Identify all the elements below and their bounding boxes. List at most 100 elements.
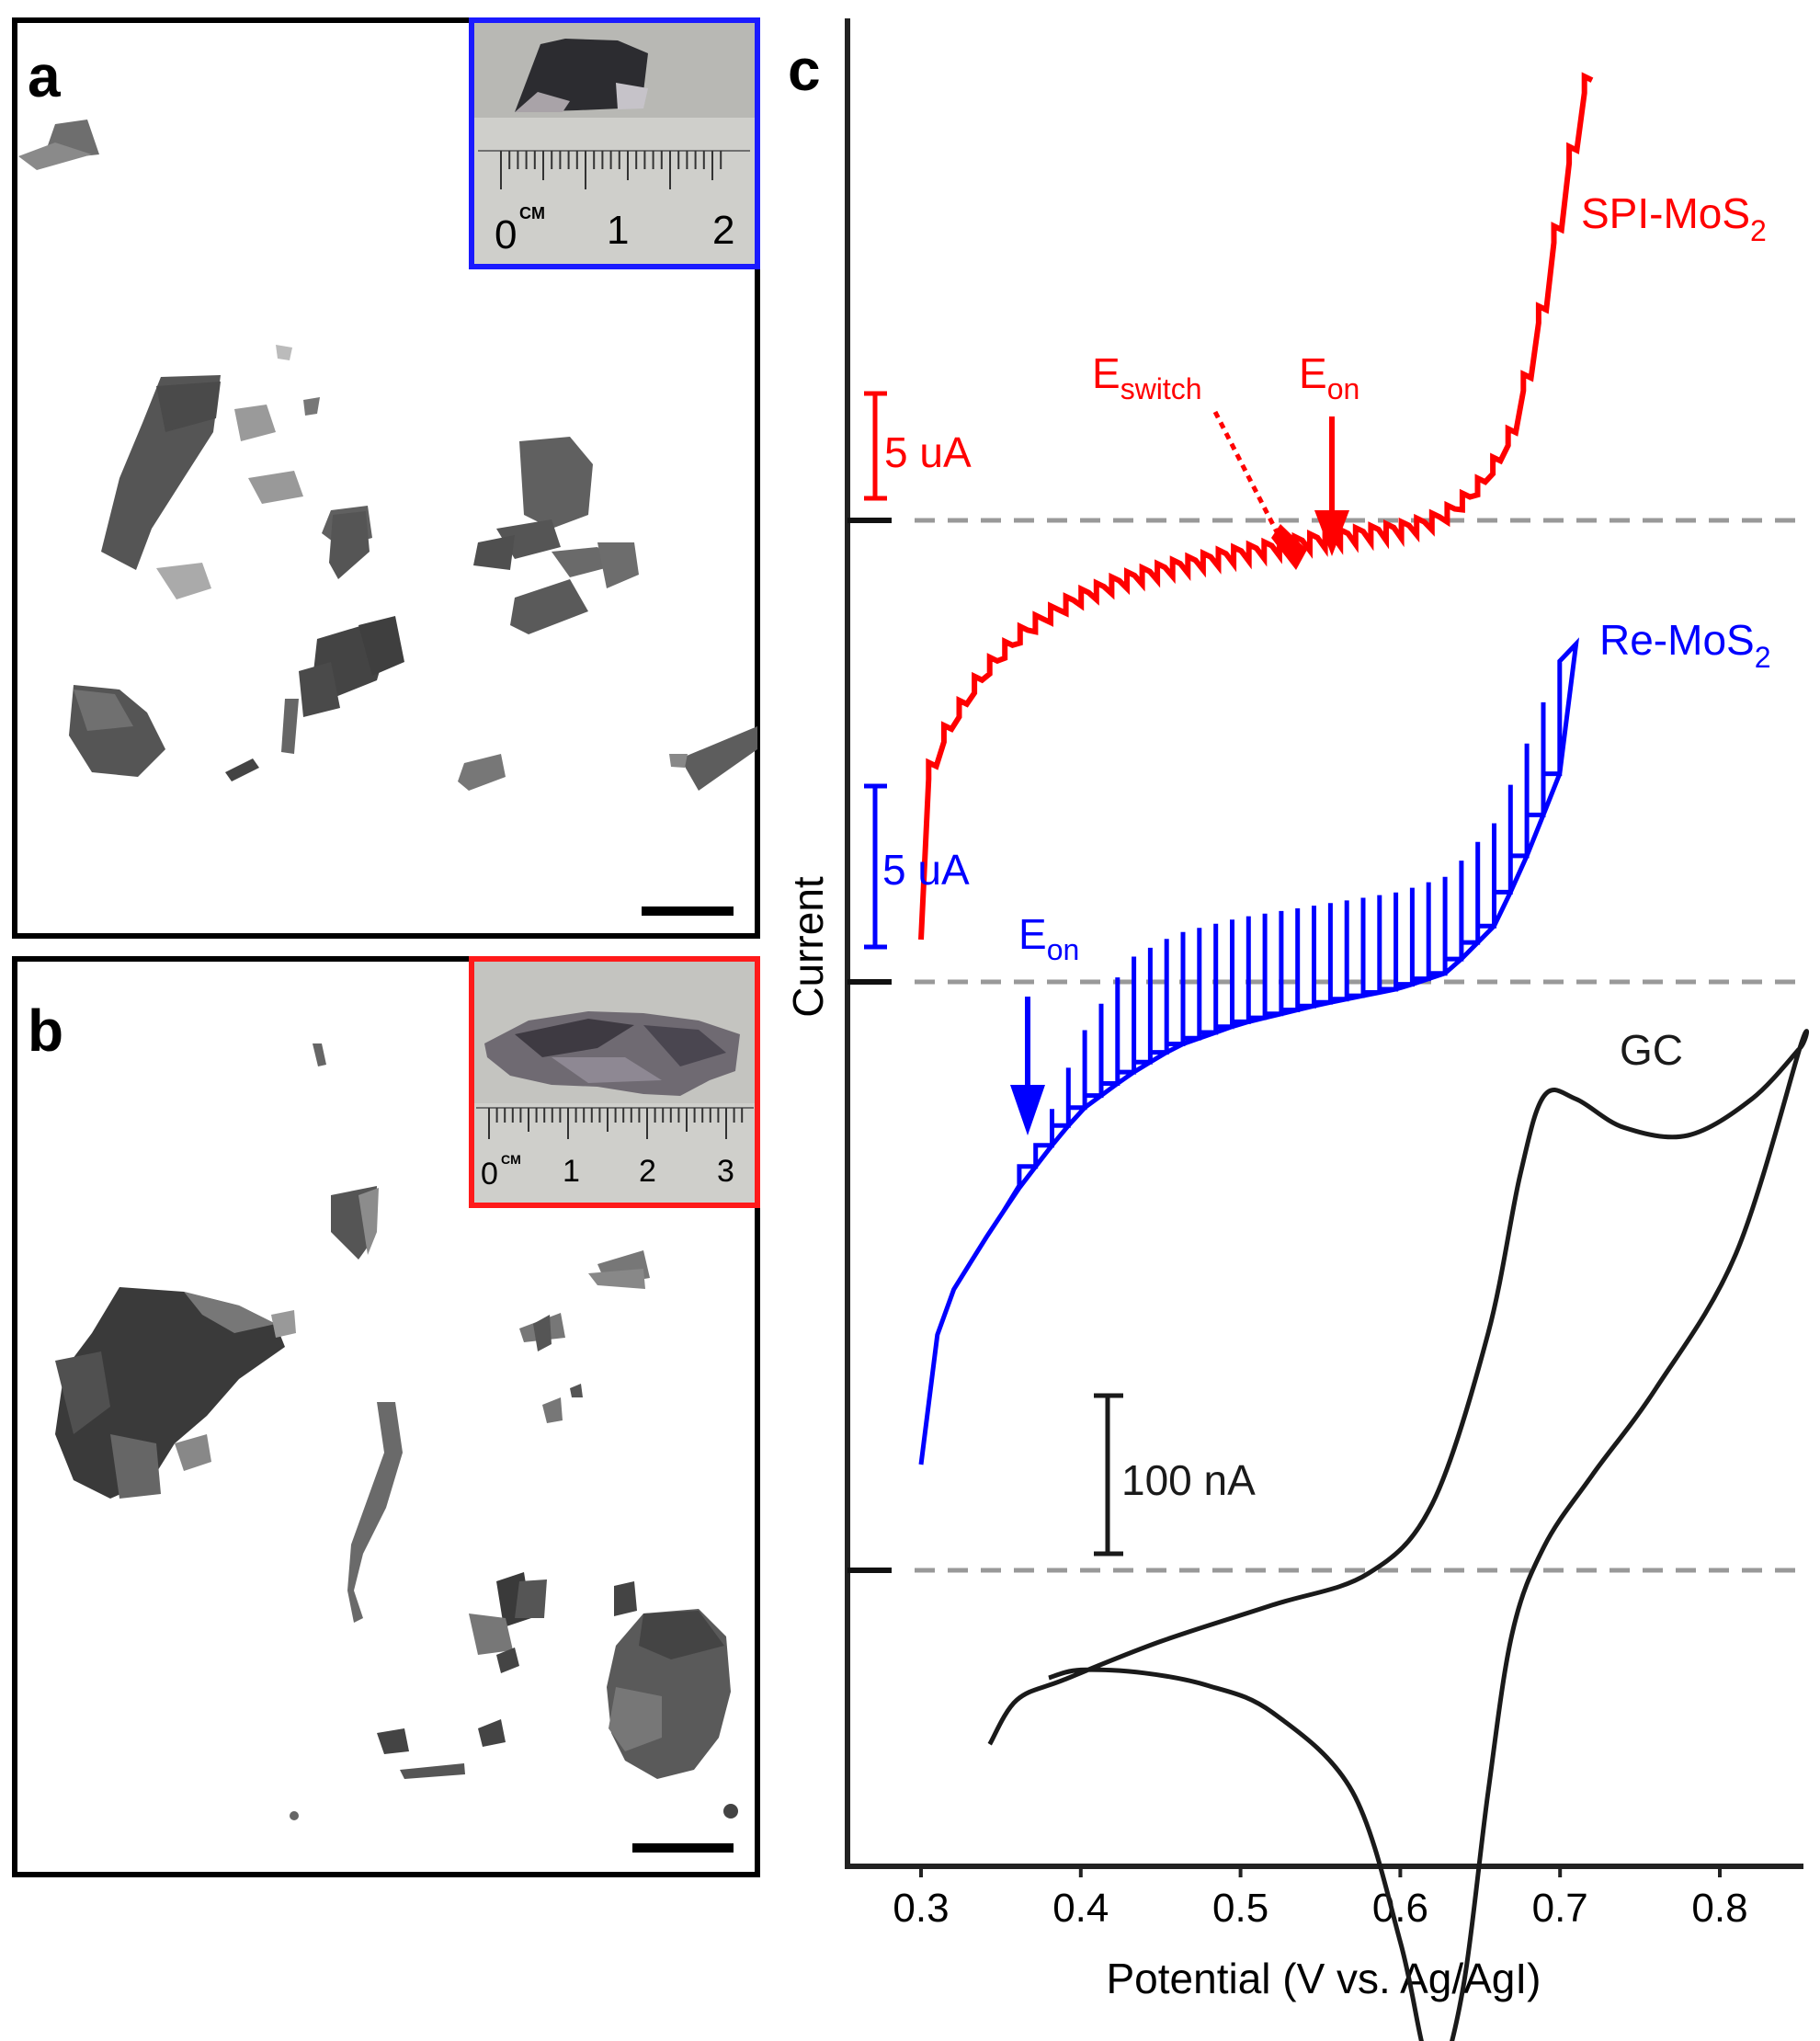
- ruler-a-label: CM: [519, 204, 545, 222]
- scale-bar-gc: 100 nA: [1094, 1393, 1256, 1556]
- flake: [303, 397, 320, 416]
- x-tick-label: 0.8: [1691, 1886, 1747, 1931]
- panel-letter-a: a: [28, 43, 61, 109]
- panel-a-micrograph: [18, 120, 757, 916]
- flake: [597, 542, 639, 588]
- flake: [510, 579, 588, 634]
- scale-bar-b: [632, 1843, 734, 1853]
- flake: [458, 754, 506, 791]
- x-tick-label: 0.7: [1532, 1886, 1588, 1931]
- series-label-gc: GC: [1620, 1026, 1683, 1074]
- flake: [175, 1434, 211, 1471]
- flake: [234, 405, 276, 441]
- scale-bar-a: [642, 906, 734, 916]
- x-axis-label: Potential (V vs. Ag/AgI): [1106, 1955, 1541, 2002]
- flake: [225, 758, 259, 781]
- flake: [478, 1719, 506, 1747]
- series-line-gc: [987, 1029, 1810, 2041]
- flake: [299, 662, 340, 717]
- panel-b-inset: 0 CM 1 2 3: [469, 956, 760, 1208]
- series-line-spi-mos2: [918, 72, 1594, 941]
- x-tick-label: 0.5: [1212, 1886, 1268, 1931]
- ruler-a: [472, 118, 757, 265]
- annotation-e-on-re: Eon: [1010, 910, 1079, 1135]
- inset-b-frame: [469, 956, 760, 1208]
- scale-bar-spi-label: 5 uA: [884, 428, 972, 476]
- flake: [609, 1687, 662, 1751]
- ruler-b-label: CM: [501, 1152, 521, 1167]
- flake: [400, 1763, 465, 1779]
- flake: [570, 1384, 583, 1397]
- flake: [55, 1351, 110, 1434]
- series-label-spi-mos2: SPI-MoS2: [1581, 189, 1767, 247]
- flake: [358, 1188, 379, 1255]
- flake: [329, 511, 370, 579]
- panel-letter-c: c: [788, 37, 821, 103]
- ruler-a-label: 0: [495, 212, 517, 257]
- speck: [723, 1804, 738, 1819]
- flake: [680, 726, 757, 791]
- ruler-b-label: 3: [717, 1154, 734, 1189]
- flake: [276, 345, 292, 360]
- ruler-b-label: 1: [563, 1154, 580, 1189]
- ruler-b-label: 2: [639, 1154, 656, 1189]
- svg-text:Eon: Eon: [1299, 349, 1359, 405]
- flake: [588, 1269, 645, 1289]
- speck: [290, 1811, 299, 1820]
- annotation-e-switch: Eswitch: [1092, 349, 1307, 570]
- panel-letter-b: b: [28, 998, 63, 1064]
- svg-text:Eswitch: Eswitch: [1092, 349, 1202, 405]
- flake: [669, 754, 688, 768]
- flake: [542, 1397, 563, 1423]
- flake: [469, 1613, 513, 1655]
- crystal-a: [515, 39, 648, 112]
- panel-b: 0 CM 1 2 3 b: [12, 956, 760, 1877]
- x-tick-label: 0.4: [1052, 1886, 1109, 1931]
- flake: [639, 1611, 724, 1659]
- flake: [377, 1728, 409, 1754]
- series-line-re-mos2: [918, 637, 1580, 1465]
- flake: [614, 1581, 637, 1616]
- flake: [496, 1648, 519, 1673]
- flake: [74, 690, 133, 731]
- flake: [552, 547, 616, 577]
- flake: [519, 437, 593, 529]
- scale-bar-re-label: 5 uA: [882, 846, 970, 894]
- flake: [358, 616, 404, 676]
- flake: [347, 1402, 403, 1623]
- flake: [271, 1310, 296, 1338]
- baselines: [847, 518, 1802, 1573]
- flake: [248, 471, 303, 504]
- scale-bar-spi: 5 uA: [864, 391, 972, 501]
- flake: [313, 1043, 326, 1066]
- ruler-a-label: 1: [607, 208, 629, 253]
- panel-c: c 0.3 0.4 0.5 0.6 0.7 0.8 Potential (V vs. Ag…: [784, 18, 1810, 2041]
- panel-a-inset: 0 CM 1 2: [469, 17, 760, 269]
- ruler-b-label: 0: [481, 1157, 498, 1192]
- panel-b-micrograph: [55, 1043, 738, 1853]
- scale-bar-gc-label: 100 nA: [1121, 1456, 1256, 1504]
- y-axis-label: Current: [784, 876, 832, 1018]
- flake: [18, 143, 92, 170]
- flake: [473, 535, 515, 570]
- svg-text:Eon: Eon: [1018, 910, 1079, 966]
- flake: [515, 1579, 547, 1618]
- ruler-a-ticks: [500, 151, 722, 189]
- x-tick-label: 0.3: [893, 1886, 949, 1931]
- flake: [184, 1292, 276, 1333]
- annotation-e-on-spi: Eon: [1299, 349, 1359, 556]
- x-tick-label: 0.6: [1372, 1886, 1428, 1931]
- flake: [156, 563, 211, 599]
- scale-bar-re: 5 uA: [864, 783, 970, 950]
- ruler-b-ticks: [488, 1108, 744, 1139]
- panel-a: 0 CM 1 2 a: [12, 17, 760, 939]
- inset-a-frame: [469, 17, 760, 269]
- flake: [533, 1315, 552, 1351]
- series-label-re-mos2: Re-MoS2: [1599, 616, 1771, 674]
- ruler-a-label: 2: [712, 208, 734, 253]
- flake: [281, 699, 299, 754]
- x-ticks: 0.3 0.4 0.5 0.6 0.7 0.8: [893, 1866, 1748, 1931]
- flake: [110, 1434, 161, 1499]
- flake: [156, 382, 221, 432]
